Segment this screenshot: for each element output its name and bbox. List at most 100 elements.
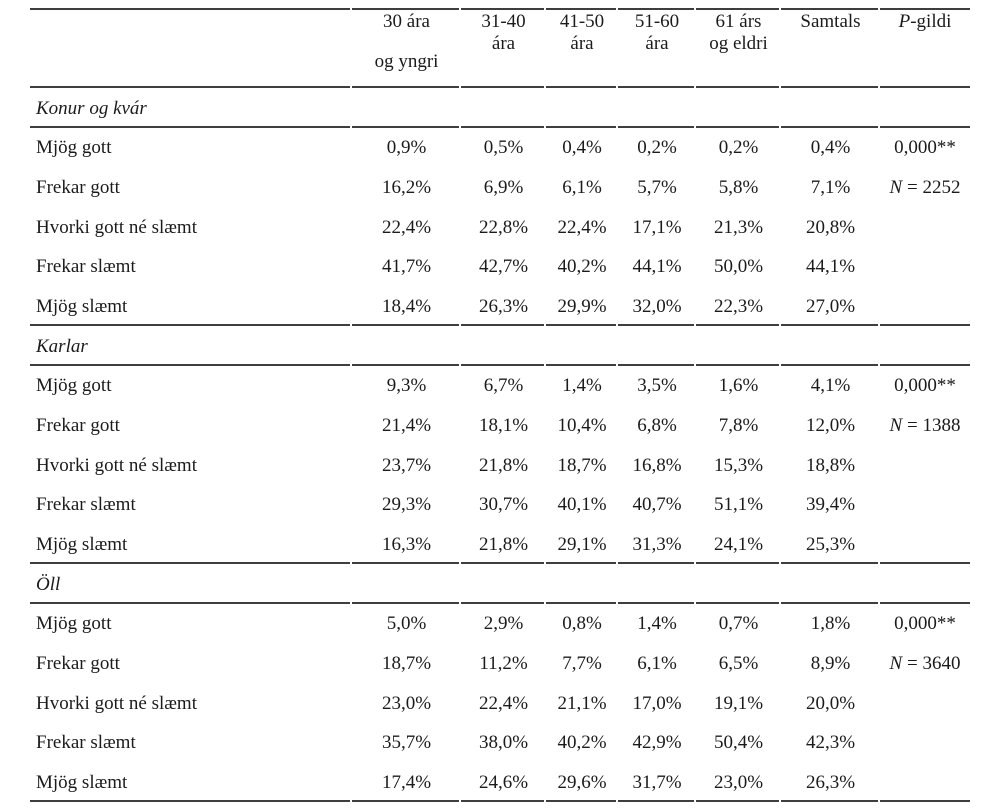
col-header-age-31-40: 31-40 ára: [461, 8, 546, 89]
cell-value: 35,7%: [381, 732, 432, 754]
cell-value: 6,1%: [562, 177, 602, 199]
cell-value: 1,6%: [718, 375, 759, 397]
table-row: Hvorki gott né slæmt 23,0% 22,4% 21,1% 17,0%…: [30, 684, 970, 724]
n-count: = 3640: [902, 653, 961, 675]
cell-value: 30,7%: [478, 494, 529, 516]
col-header-line1: 51-60: [634, 11, 680, 32]
cell-value: 0,2%: [637, 137, 677, 159]
cell-value: 41,7%: [381, 256, 432, 278]
section-title: Karlar: [36, 335, 88, 357]
col-header-line2: og eldri: [709, 33, 768, 54]
corner-cell: [30, 8, 352, 89]
col-header-line2: ára: [491, 33, 516, 54]
empty-cell: [880, 248, 970, 288]
cell-value: 29,9%: [557, 296, 607, 318]
n-count: = 2252: [902, 177, 961, 199]
cell-value: 29,1%: [557, 534, 607, 556]
n-count: = 1388: [902, 415, 961, 437]
cell-value: 23,7%: [381, 454, 432, 476]
row-label: Frekar gott: [36, 415, 120, 437]
cell-value: 17,0%: [632, 692, 682, 714]
section-header-row: Öll: [30, 565, 970, 605]
cell-value: 40,2%: [557, 256, 607, 278]
cell-value: 27,0%: [805, 296, 856, 318]
row-label: Frekar slæmt: [36, 732, 136, 754]
cell-value: 16,8%: [632, 454, 682, 476]
section-title: Öll: [36, 573, 61, 595]
row-label: Frekar slæmt: [36, 494, 136, 516]
col-header-age-30-and-younger: 30 ára og yngri: [352, 8, 461, 89]
table-row: Frekar slæmt 29,3% 30,7% 40,1% 40,7% 51,1% 39,…: [30, 486, 970, 526]
table-row: Mjög slæmt 17,4% 24,6% 29,6% 31,7% 23,0% 26,3%: [30, 763, 970, 803]
table-row: Frekar slæmt 35,7% 38,0% 40,2% 42,9% 50,4% 42,…: [30, 724, 970, 764]
empty-cell: [880, 287, 970, 327]
cell-value: 1,4%: [637, 613, 677, 635]
table-rule-above-section-3: [30, 562, 970, 564]
cell-value: 26,3%: [478, 296, 529, 318]
col-header-age-41-50: 41-50 ára: [546, 8, 618, 89]
row-label: Hvorki gott né slæmt: [36, 692, 197, 714]
empty-cell: [880, 486, 970, 526]
table-row: Hvorki gott né slæmt 23,7% 21,8% 18,7% 16,8%…: [30, 446, 970, 486]
table-rule-below-section-2: [30, 364, 970, 366]
col-header-line1: Samtals: [800, 11, 861, 32]
cell-value: 42,7%: [478, 256, 529, 278]
table-row: Mjög gott 9,3% 6,7% 1,4% 3,5% 1,6% 4,1% 0,000**: [30, 367, 970, 407]
p-suffix: -gildi: [910, 11, 952, 32]
cell-value: 7,7%: [562, 653, 602, 675]
cell-value: 31,3%: [632, 534, 682, 556]
cell-value: 15,3%: [713, 454, 764, 476]
p-value: 0,000**: [894, 137, 956, 159]
table-rule-below-section-1: [30, 126, 970, 128]
table-row: Mjög gott 5,0% 2,9% 0,8% 1,4% 0,7% 1,8% 0,000**: [30, 605, 970, 645]
cell-value: 0,4%: [810, 137, 851, 159]
table-rule-below-header: [30, 86, 970, 88]
row-label: Mjög slæmt: [36, 534, 128, 556]
cell-value: 42,9%: [632, 732, 682, 754]
cell-value: 23,0%: [713, 771, 764, 793]
col-header-samtals: Samtals: [781, 8, 880, 89]
cell-value: 17,4%: [381, 771, 432, 793]
cell-value: 20,8%: [805, 216, 856, 238]
cell-value: 18,7%: [381, 653, 432, 675]
section-header-row: Konur og kvár: [30, 89, 970, 129]
col-header-line1: 30 ára: [383, 11, 430, 32]
cell-value: 5,7%: [637, 177, 677, 199]
row-label: Frekar gott: [36, 653, 120, 675]
cell-value: 38,0%: [478, 732, 529, 754]
table-row: Mjög slæmt 18,4% 26,3% 29,9% 32,0% 22,3% 27,0%: [30, 287, 970, 327]
cell-value: 21,4%: [381, 415, 432, 437]
empty-cell: [880, 684, 970, 724]
cell-value: 5,8%: [718, 177, 759, 199]
n-value: N = 1388: [880, 406, 970, 446]
cell-value: 40,7%: [632, 494, 682, 516]
row-label: Mjög slæmt: [36, 296, 128, 318]
table-rule-bottom: [30, 800, 970, 802]
empty-cell: [880, 763, 970, 803]
cell-value: 1,8%: [810, 613, 851, 635]
cell-value: 0,2%: [718, 137, 759, 159]
cell-value: 18,7%: [557, 454, 607, 476]
row-label: Hvorki gott né slæmt: [36, 454, 197, 476]
table-row: Mjög slæmt 16,3% 21,8% 29,1% 31,3% 24,1% 25,3%: [30, 525, 970, 565]
header-row: 30 ára og yngri 31-40 ára 41-50 ára 51-6…: [30, 8, 970, 89]
cell-value: 25,3%: [805, 534, 856, 556]
cell-value: 22,4%: [557, 216, 607, 238]
cell-value: 44,1%: [805, 256, 856, 278]
cell-value: 29,3%: [381, 494, 432, 516]
cell-value: 0,7%: [718, 613, 759, 635]
empty-cell: [880, 208, 970, 248]
section-header-row: Karlar: [30, 327, 970, 367]
cell-value: 22,3%: [713, 296, 764, 318]
table-row: Frekar gott 16,2% 6,9% 6,1% 5,7% 5,8% 7,1% N = …: [30, 168, 970, 208]
cell-value: 3,5%: [637, 375, 677, 397]
table-row: Frekar gott 18,7% 11,2% 7,7% 6,1% 6,5% 8,9% N =…: [30, 644, 970, 684]
cell-value: 24,6%: [478, 771, 529, 793]
cell-value: 22,4%: [381, 216, 432, 238]
cell-value: 20,0%: [805, 692, 856, 714]
cell-value: 23,0%: [381, 692, 432, 714]
cell-value: 31,7%: [632, 771, 682, 793]
cell-value: 29,6%: [557, 771, 607, 793]
cell-value: 32,0%: [632, 296, 682, 318]
row-label: Mjög gott: [36, 137, 112, 159]
